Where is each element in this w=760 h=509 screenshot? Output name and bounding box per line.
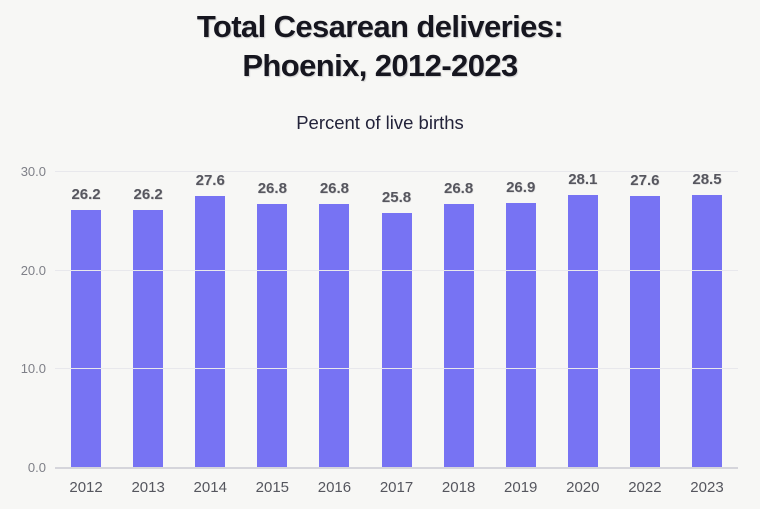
y-tick-label: 0.0 bbox=[27, 460, 46, 475]
bar-slot-2017: 25.8 bbox=[365, 172, 427, 468]
bar-2020 bbox=[567, 195, 598, 468]
bar-slot-2012: 26.2 bbox=[55, 172, 117, 468]
x-tick-label-2016: 2016 bbox=[317, 479, 352, 496]
bar-slot-2019: 26.9 bbox=[490, 172, 552, 468]
bar-2015 bbox=[257, 203, 288, 468]
bar-value-label: 26.8 bbox=[444, 179, 474, 197]
x-tick-label-2023: 2023 bbox=[690, 479, 724, 496]
bar-slot-2014: 27.6 bbox=[179, 172, 241, 468]
bar-2023 bbox=[691, 195, 722, 468]
bar-value-label: 27.6 bbox=[630, 171, 660, 189]
x-tick-label-2017: 2017 bbox=[379, 479, 414, 496]
plot-area: 26.2 26.2 27.6 26.8 26.8 25.8 26.8 26.9 28.1 27.6… bbox=[55, 171, 738, 469]
bar-series: 26.2 26.2 27.6 26.8 26.8 25.8 26.8 26.9 28.1 27.6… bbox=[55, 172, 738, 468]
x-tick-label-2019: 2019 bbox=[504, 479, 538, 496]
bar-value-label: 28.1 bbox=[568, 171, 598, 188]
x-tick-label-2012: 2012 bbox=[69, 479, 103, 496]
bar-value-label: 26.8 bbox=[257, 179, 287, 197]
bar-value-label: 26.8 bbox=[319, 179, 350, 197]
x-tick-label-2015: 2015 bbox=[255, 479, 290, 496]
bar-2022 bbox=[629, 195, 660, 468]
chart-title: Total Cesarean deliveries: Phoenix, 2012… bbox=[196, 9, 564, 83]
bar-slot-2018: 26.8 bbox=[428, 172, 490, 468]
bar-2016 bbox=[319, 203, 350, 468]
bar-value-label: 26.2 bbox=[71, 185, 101, 203]
y-tick-label: 10.0 bbox=[20, 361, 46, 377]
bar-slot-2016: 26.8 bbox=[303, 172, 365, 468]
x-tick-label-2022: 2022 bbox=[628, 479, 662, 496]
bar-2012 bbox=[71, 209, 102, 468]
x-tick-label-2020: 2020 bbox=[566, 479, 600, 496]
bar-2018 bbox=[443, 203, 474, 468]
bar-2019 bbox=[505, 202, 536, 468]
bar-value-label: 28.5 bbox=[692, 171, 722, 188]
bar-slot-2022: 27.6 bbox=[614, 172, 676, 468]
bar-value-label: 26.9 bbox=[506, 178, 536, 196]
x-tick-label-2013: 2013 bbox=[131, 479, 165, 496]
bar-2013 bbox=[133, 209, 164, 468]
bar-slot-2020: 28.1 bbox=[552, 172, 614, 468]
gridline-y30 bbox=[55, 171, 738, 172]
bar-2014 bbox=[195, 195, 226, 468]
x-axis-line bbox=[55, 467, 738, 469]
bar-value-label: 26.2 bbox=[133, 185, 163, 203]
bar-2017 bbox=[381, 213, 412, 468]
gridline-y20 bbox=[55, 269, 738, 271]
x-axis-labels: 2012 2013 2014 2015 2016 2017 2018 2019 2020 2022… bbox=[55, 479, 738, 496]
bar-slot-2015: 26.8 bbox=[241, 172, 303, 468]
gridline-y10 bbox=[55, 368, 738, 370]
bar-value-label: 25.8 bbox=[381, 189, 412, 207]
chart-subtitle: Percent of live births bbox=[296, 112, 464, 133]
bar-slot-2013: 26.2 bbox=[117, 172, 179, 468]
x-tick-label-2014: 2014 bbox=[193, 479, 227, 496]
bar-slot-2023: 28.5 bbox=[676, 172, 738, 468]
plot-wrapper: 26.2 26.2 27.6 26.8 26.8 25.8 26.8 26.9 28.1 27.6… bbox=[0, 150, 760, 509]
bar-value-label: 27.6 bbox=[195, 171, 225, 189]
y-tick-label: 20.0 bbox=[20, 262, 46, 278]
x-tick-label-2018: 2018 bbox=[441, 479, 476, 496]
y-tick-label: 30.0 bbox=[20, 164, 46, 179]
